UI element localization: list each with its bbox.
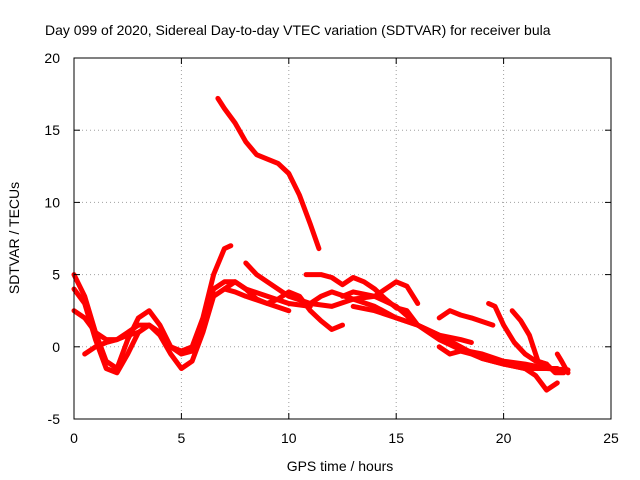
x-tick-label: 10	[281, 430, 297, 446]
y-tick-label: 0	[52, 339, 60, 355]
series-line-arc-12	[436, 308, 496, 328]
x-tick-labels: 0 5 10 15 20 25	[70, 430, 619, 446]
series-line-arc-7	[221, 279, 345, 332]
ticks	[73, 57, 612, 420]
y-tick-label: 5	[52, 267, 60, 283]
y-tick-label: 20	[44, 50, 60, 66]
x-tick-label: 5	[178, 430, 186, 446]
grid	[74, 58, 611, 419]
x-tick-label: 20	[496, 430, 512, 446]
series-line-arc-5	[215, 95, 322, 252]
y-tick-label: -5	[48, 411, 61, 427]
series-line-arc-16	[554, 351, 571, 376]
y-tick-label: 15	[44, 122, 60, 138]
y-axis-label: SDTVAR / TECUs	[6, 182, 22, 294]
series-line-arc-4	[82, 329, 141, 357]
series-line-arc-10	[340, 279, 421, 306]
x-tick-label: 25	[603, 430, 619, 446]
y-tick-labels: -5 0 5 10 15 20	[44, 50, 60, 427]
series-line-arc-9	[307, 293, 560, 371]
y-tick-label: 10	[44, 194, 60, 210]
x-tick-label: 0	[70, 430, 78, 446]
chart-title: Day 099 of 2020, Sidereal Day-to-day VTE…	[45, 22, 551, 38]
series-line-arc-14	[509, 308, 567, 376]
series-line-arc-3	[71, 243, 234, 354]
plot-frame	[73, 57, 612, 420]
x-tick-label: 15	[388, 430, 404, 446]
series-line-arc-2	[71, 286, 292, 376]
series-line-arc-11	[350, 303, 571, 373]
series-group	[71, 95, 571, 393]
series-line-arc-15	[436, 344, 560, 393]
x-axis-label: GPS time / hours	[287, 458, 394, 474]
